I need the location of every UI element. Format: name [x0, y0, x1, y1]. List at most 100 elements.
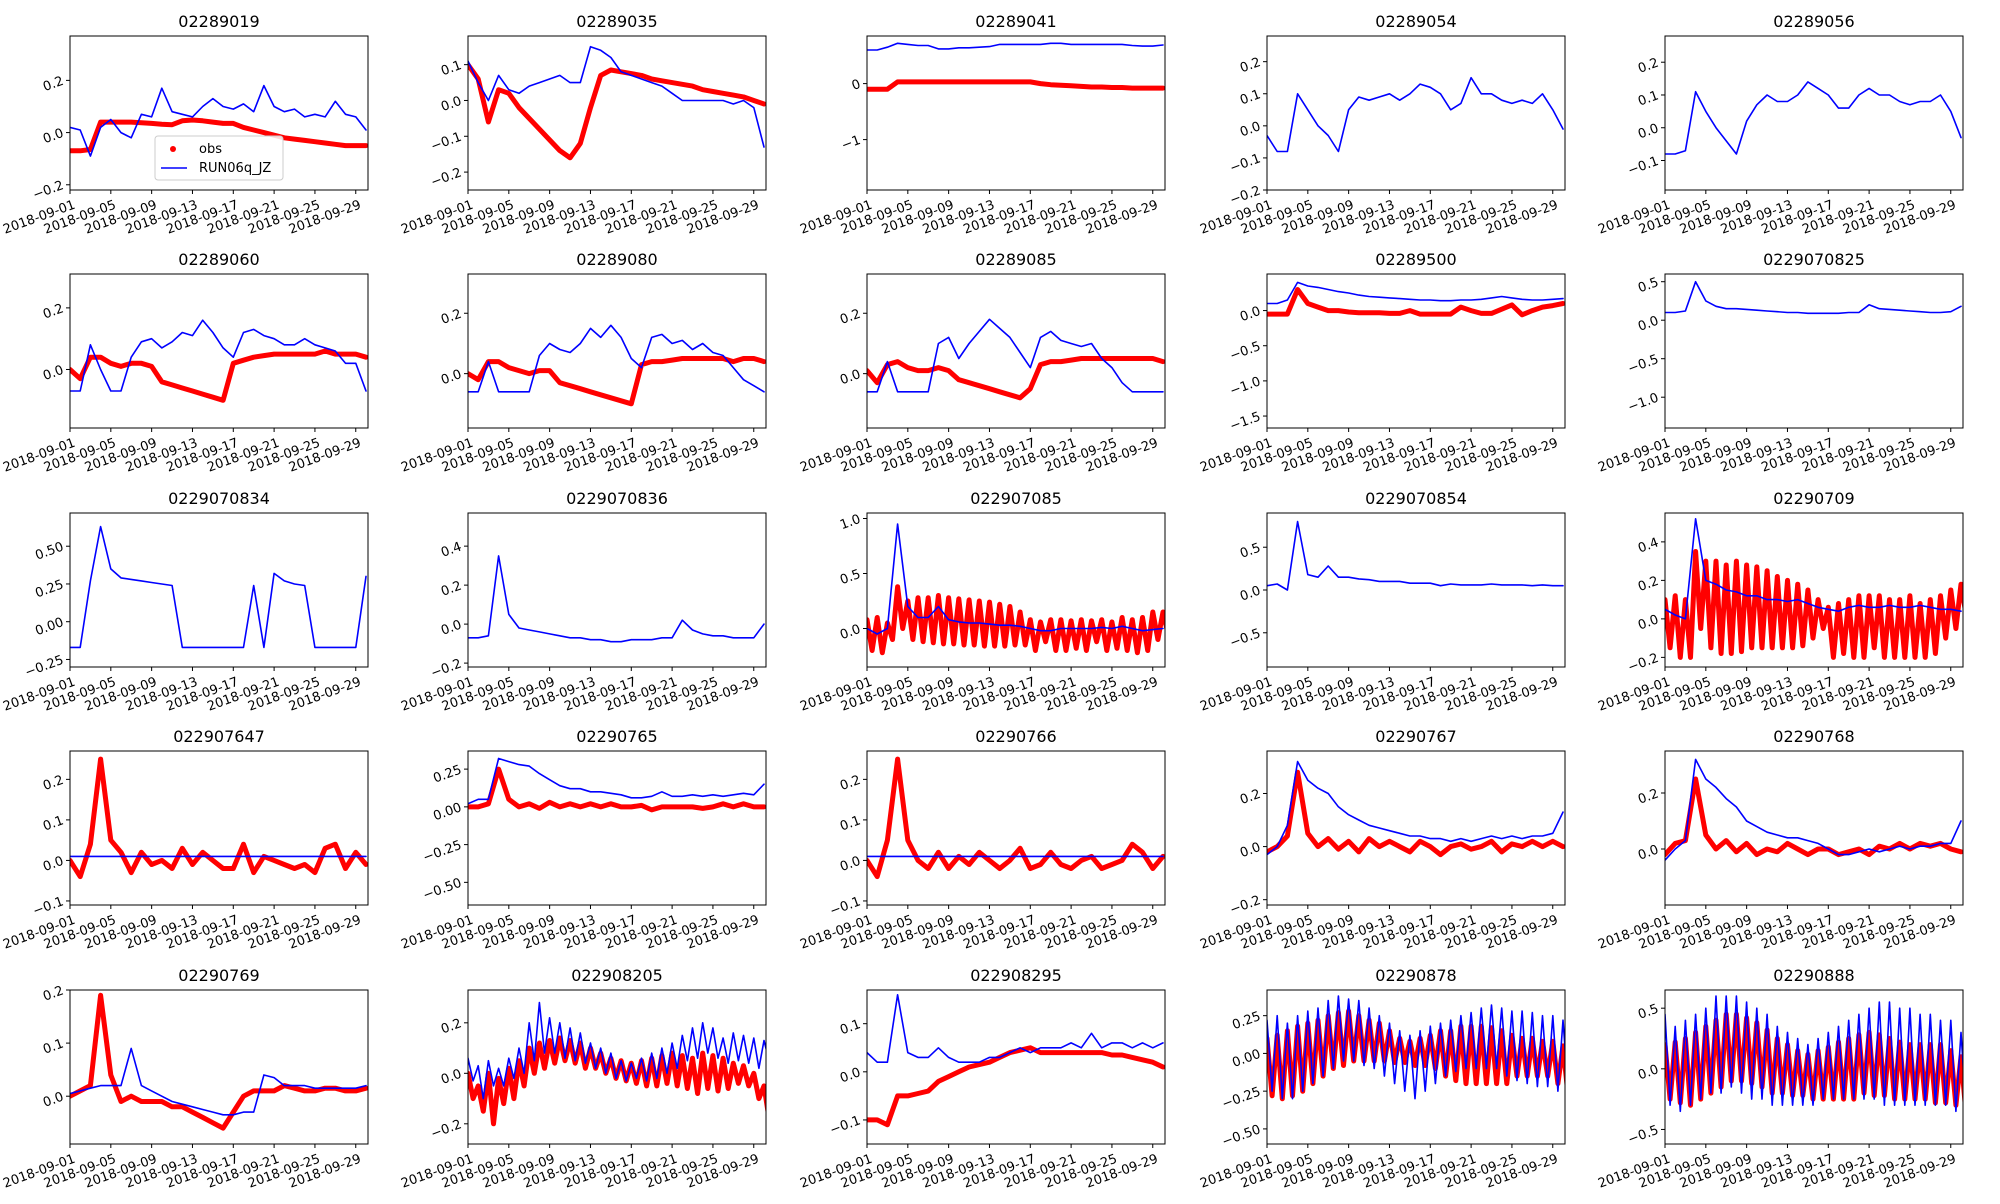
- y-tick-label: 0.0: [439, 367, 464, 388]
- panel-title: 02289056: [1773, 12, 1854, 31]
- axes-frame: [69, 273, 369, 429]
- y-tick-label: 0.2: [41, 983, 66, 1004]
- y-tick-label: 0.0: [1636, 121, 1661, 142]
- axes-frame: [69, 750, 369, 906]
- panel-02290766: 02290766−0.10.00.10.22018-09-012018-09-0…: [798, 727, 1166, 953]
- obs-series: [867, 356, 1165, 401]
- sim-series: [70, 1047, 367, 1116]
- y-tick-label: 0.25: [1230, 1009, 1262, 1033]
- legend-sim-label: RUN06q_JZ: [199, 161, 271, 176]
- panel-02289041: 02289041−102018-09-012018-09-052018-09-0…: [798, 12, 1166, 238]
- panel-02290888: 02290888−0.50.00.52018-09-012018-09-0520…: [1596, 966, 1964, 1192]
- panel-022908295: 022908295−0.10.00.12018-09-012018-09-052…: [798, 966, 1166, 1192]
- obs-series: [867, 79, 1165, 92]
- panel-title: 02289500: [1375, 250, 1456, 269]
- y-tick-label: 0.4: [1636, 535, 1661, 556]
- sim-series: [867, 523, 1164, 635]
- panel-title: 022907647: [173, 727, 265, 746]
- y-tick-label: 0.00: [431, 800, 463, 824]
- axes-frame: [1266, 273, 1566, 429]
- y-tick-label: 0.5: [1238, 541, 1263, 562]
- axes-frame: [1664, 35, 1964, 191]
- y-tick-label: 0.4: [439, 540, 464, 561]
- axes-frame: [866, 35, 1166, 191]
- y-tick-label: −0.1: [828, 894, 863, 919]
- y-tick-label: 0.50: [33, 540, 65, 564]
- sim-series: [70, 84, 367, 157]
- y-tick-label: 0.0: [1636, 314, 1661, 335]
- y-tick-label: 0.25: [431, 763, 463, 787]
- axes-frame: [69, 512, 369, 668]
- panel-022907085: 0229070850.00.51.02018-09-012018-09-0520…: [798, 489, 1166, 715]
- panel-02290765: 02290765−0.50−0.250.000.252018-09-012018…: [399, 727, 767, 953]
- panel-02290767: 02290767−0.20.00.22018-09-012018-09-0520…: [1198, 727, 1566, 953]
- panel-title: 0229070825: [1763, 250, 1865, 269]
- y-tick-label: 0.0: [1238, 304, 1263, 325]
- panel-title: 02289060: [178, 250, 259, 269]
- axes-frame: [866, 512, 1166, 668]
- y-tick-label: 0.0: [838, 1065, 863, 1086]
- y-tick-label: −0.5: [1228, 626, 1263, 651]
- y-tick-label: 0.0: [1238, 583, 1263, 604]
- obs-series: [70, 756, 368, 880]
- y-tick-label: 0.00: [33, 615, 65, 639]
- axes-frame: [1664, 273, 1964, 429]
- y-tick-label: 0.2: [439, 579, 464, 600]
- panel-02289019: 02289019−0.20.00.22018-09-012018-09-0520…: [1, 12, 369, 238]
- panel-02289080: 022890800.00.22018-09-012018-09-052018-0…: [399, 250, 767, 476]
- y-tick-label: −1.0: [1626, 391, 1661, 416]
- obs-series: [1267, 769, 1565, 858]
- axes-frame: [467, 273, 767, 429]
- y-tick-label: 0.2: [41, 74, 66, 95]
- axes-frame: [467, 989, 767, 1145]
- panel-title: 02289035: [576, 12, 657, 31]
- sim-series: [468, 324, 765, 393]
- panel-02289035: 02289035−0.2−0.10.00.12018-09-012018-09-…: [399, 12, 767, 238]
- panel-title: 02290765: [576, 727, 657, 746]
- y-tick-label: 0.0: [439, 618, 464, 639]
- y-tick-label: 0.0: [439, 94, 464, 115]
- panel-title: 02290888: [1773, 966, 1854, 985]
- panel-title: 022908205: [571, 966, 663, 985]
- y-tick-label: 0.0: [1238, 119, 1263, 140]
- y-tick-label: 0.1: [1636, 88, 1661, 109]
- panel-title: 02290768: [1773, 727, 1854, 746]
- y-tick-label: 0.1: [439, 58, 464, 79]
- y-tick-label: 0.0: [838, 367, 863, 388]
- y-tick-label: 0.2: [838, 773, 863, 794]
- y-tick-label: 0.0: [41, 854, 66, 875]
- y-tick-label: 0.0: [1636, 842, 1661, 863]
- y-tick-label: −0.2: [429, 1117, 464, 1142]
- sim-series: [1267, 760, 1564, 856]
- panel-title: 02290709: [1773, 489, 1854, 508]
- obs-series: [468, 356, 766, 407]
- obs-series: [1665, 549, 1963, 660]
- y-tick-label: −0.5: [1228, 339, 1263, 364]
- y-tick-label: 0.2: [1636, 574, 1661, 595]
- obs-series: [70, 992, 368, 1131]
- y-tick-label: −0.1: [429, 130, 464, 155]
- panel-02290709: 02290709−0.20.00.20.42018-09-012018-09-0…: [1596, 489, 1964, 715]
- y-tick-label: 0.1: [41, 813, 66, 834]
- y-tick-label: 0.2: [41, 301, 66, 322]
- y-tick-label: 0.5: [1636, 1002, 1661, 1023]
- sim-series: [70, 319, 367, 392]
- y-tick-label: 0.2: [1238, 787, 1263, 808]
- y-tick-label: −1: [840, 133, 863, 154]
- y-tick-label: −0.25: [1220, 1085, 1263, 1113]
- y-tick-label: −1.0: [1228, 374, 1263, 399]
- y-tick-label: −0.2: [429, 166, 464, 191]
- axes-frame: [69, 35, 369, 191]
- panel-0229070825: 0229070825−1.0−0.50.00.52018-09-012018-0…: [1596, 250, 1964, 476]
- y-tick-label: −0.1: [31, 894, 66, 919]
- axes-frame: [1266, 989, 1566, 1145]
- panel-02289060: 022890600.00.22018-09-012018-09-052018-0…: [1, 250, 369, 476]
- y-tick-label: 0.0: [1636, 1062, 1661, 1083]
- panel-0229070836: 0229070836−0.20.00.20.42018-09-012018-09…: [399, 489, 767, 715]
- panel-title: 02290878: [1375, 966, 1456, 985]
- sim-series: [468, 45, 765, 148]
- y-tick-label: 0.2: [1238, 55, 1263, 76]
- y-tick-label: 0.0: [838, 622, 863, 643]
- y-tick-label: −0.25: [421, 838, 464, 866]
